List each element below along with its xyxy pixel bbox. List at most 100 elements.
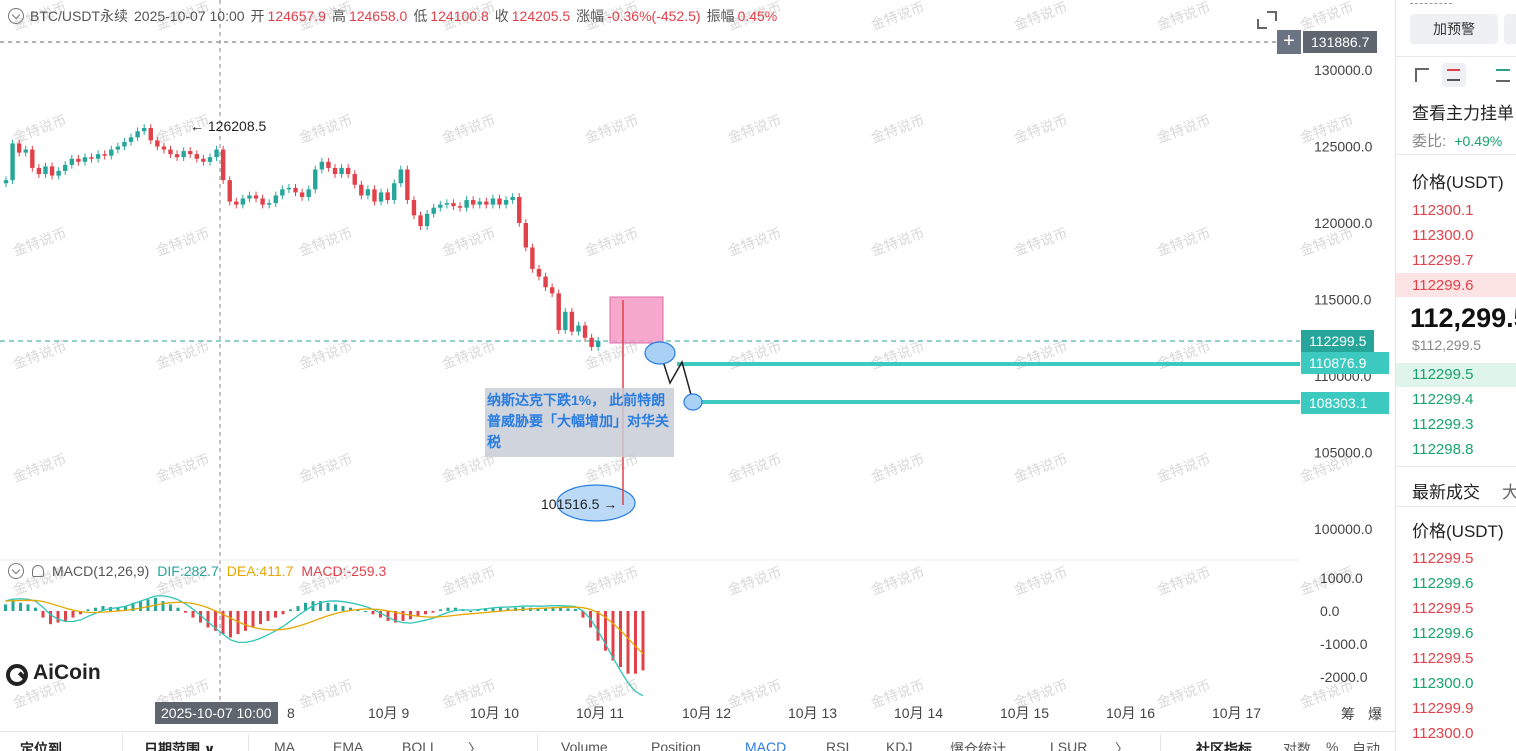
trade-price: 112300.0 <box>1412 725 1474 742</box>
macd-histogram-bar <box>229 611 232 638</box>
fullscreen-icon[interactable] <box>1256 10 1278 30</box>
candle-body <box>220 149 226 181</box>
locate-button[interactable]: 定位到 <box>20 741 62 751</box>
macd-histogram-bar <box>259 611 262 625</box>
news-annotation[interactable]: 纳斯达克下跌1%， 此前特朗普威胁要「大幅增加」对华关税 <box>485 388 674 457</box>
date-range-button[interactable]: 日期范围 ∨ <box>144 741 216 751</box>
right-panel: 加预警 查看主力挂单 委比: +0.49% 价格(USDT) 112300.1 … <box>1395 0 1516 751</box>
indicator-ma[interactable]: MA <box>274 739 295 751</box>
watermark-text: 金特说币 <box>1012 564 1070 598</box>
log-scale-toggle[interactable]: 对数 <box>1283 741 1311 751</box>
indicator-lsur[interactable]: LSUR <box>1050 739 1088 751</box>
candle-body <box>76 158 81 162</box>
more-sub-indicators[interactable]: 〉 <box>1115 741 1129 751</box>
liquidation-button[interactable]: 爆 <box>1368 706 1382 722</box>
watermark-text: 金特说币 <box>1155 112 1213 146</box>
watermark-text: 金特说币 <box>11 338 69 372</box>
macd-histogram-bar <box>634 611 637 674</box>
bid-price[interactable]: 112299.3 <box>1412 416 1474 433</box>
macd-histogram-bar <box>566 608 570 611</box>
highlight-box <box>609 296 664 344</box>
macd-histogram-bar <box>71 611 75 618</box>
ask-price[interactable]: 112300.1 <box>1412 202 1474 219</box>
candles-layer <box>3 124 601 351</box>
extra-button[interactable] <box>1504 14 1516 44</box>
macd-histogram-bar <box>221 611 225 635</box>
candle-body <box>589 337 594 347</box>
candle-body <box>293 187 298 193</box>
indicator-position[interactable]: Position <box>651 739 701 751</box>
bid-price[interactable]: 112298.8 <box>1412 441 1474 458</box>
level-marker-2 <box>683 393 703 411</box>
watermark-text: 金特说币 <box>726 564 784 598</box>
candle-body <box>234 201 239 205</box>
tab-latest-trades[interactable]: 最新成交 <box>1412 483 1480 502</box>
add-alert-button[interactable]: 加预警 <box>1410 14 1498 44</box>
bid-price[interactable]: 112299.5 <box>1412 366 1474 383</box>
candle-body <box>49 166 55 176</box>
macd-histogram-bar <box>124 606 127 611</box>
add-alert-plus-button[interactable]: + <box>1277 30 1301 54</box>
orderbook-list-icon[interactable] <box>1442 63 1466 87</box>
indicator-macd[interactable]: MACD <box>745 739 787 751</box>
ask-price[interactable]: 112300.0 <box>1412 227 1474 244</box>
watermark-text: 金特说币 <box>297 225 355 259</box>
price-axis-label: 100000.0 <box>1314 521 1373 537</box>
macd-histogram-bar <box>544 607 547 611</box>
macd-histogram-bar <box>86 609 90 611</box>
watermark-text: 金特说币 <box>1155 677 1213 711</box>
tab-large-trades[interactable]: 大 <box>1502 478 1516 503</box>
percent-scale-toggle[interactable]: % <box>1326 739 1339 751</box>
candle-body <box>253 195 259 199</box>
auto-scale-toggle[interactable]: 自动 <box>1352 741 1380 751</box>
macd-histogram-bar <box>184 611 187 613</box>
indicator-liquidation[interactable]: 爆仓统计 <box>950 741 1006 751</box>
bid-price[interactable]: 112299.4 <box>1412 391 1474 408</box>
candle-body <box>339 167 344 175</box>
candle-body <box>484 201 489 205</box>
chart-area[interactable]: 金特说币 金特说币 金特说币 金特说币 金特说币 金特说币 金特说币 金特说币 金特说币 金特说币… <box>0 0 1395 731</box>
watermark-text: 金特说币 <box>583 112 641 146</box>
orderbook-lines-icon[interactable] <box>1494 66 1512 84</box>
ask-price[interactable]: 112299.6 <box>1412 277 1474 294</box>
orderbook-icon[interactable] <box>1413 66 1431 84</box>
macd-histogram-bar <box>161 601 165 611</box>
indicator-ema[interactable]: EMA <box>333 739 364 751</box>
indicator-rsi[interactable]: RSI <box>826 739 850 751</box>
more-main-indicators[interactable]: 〉 <box>468 741 482 751</box>
bottom-toolbar: 定位到 日期范围 ∨ MA EMA BOLL 〉 Volume Position… <box>0 731 1395 751</box>
trade-price: 112299.5 <box>1412 550 1474 567</box>
candle-body <box>188 151 193 155</box>
macd-collapse-icon[interactable] <box>8 563 24 579</box>
indicator-volume[interactable]: Volume <box>561 739 608 751</box>
macd-layer <box>4 595 645 697</box>
bell-icon[interactable] <box>32 565 44 577</box>
change-label: 涨幅 <box>576 8 605 24</box>
watermark-text: 金特说币 <box>297 451 355 485</box>
main-orders-link[interactable]: 查看主力挂单 <box>1412 104 1514 123</box>
candle-body <box>56 170 61 176</box>
candle-body <box>161 146 167 150</box>
candle-body <box>470 200 476 205</box>
orderbook-view-toggles <box>1396 63 1516 88</box>
indicator-boll[interactable]: BOLL <box>402 739 438 751</box>
candle-body <box>332 167 338 175</box>
macd-histogram-bar <box>551 607 555 611</box>
ask-price[interactable]: 112299.7 <box>1412 252 1474 269</box>
chips-button[interactable]: 筹 <box>1341 706 1355 722</box>
community-indicators[interactable]: 社区指标 <box>1196 741 1252 751</box>
indicator-kdj[interactable]: KDJ <box>886 739 913 751</box>
kline-chart[interactable]: 金特说币 金特说币 金特说币 金特说币 金特说币 金特说币 金特说币 金特说币 金特说币 金特说币… <box>0 0 1395 731</box>
macd-histogram-bar <box>626 611 630 674</box>
macd-dea: DEA:411.7 <box>226 563 294 579</box>
aicoin-logo-icon <box>6 662 28 686</box>
price-axis-label: 105000.0 <box>1314 445 1373 461</box>
collapse-icon[interactable] <box>8 8 24 24</box>
candle-body <box>438 204 443 208</box>
macd-histogram-bar <box>484 608 487 611</box>
watermark-text: 金特说币 <box>1012 112 1070 146</box>
watermark-text: 金特说币 <box>869 225 927 259</box>
candle-body <box>267 203 272 205</box>
time-axis-label: 10月 16 <box>1106 705 1155 721</box>
last-price-usd: $112,299.5 <box>1412 337 1482 353</box>
